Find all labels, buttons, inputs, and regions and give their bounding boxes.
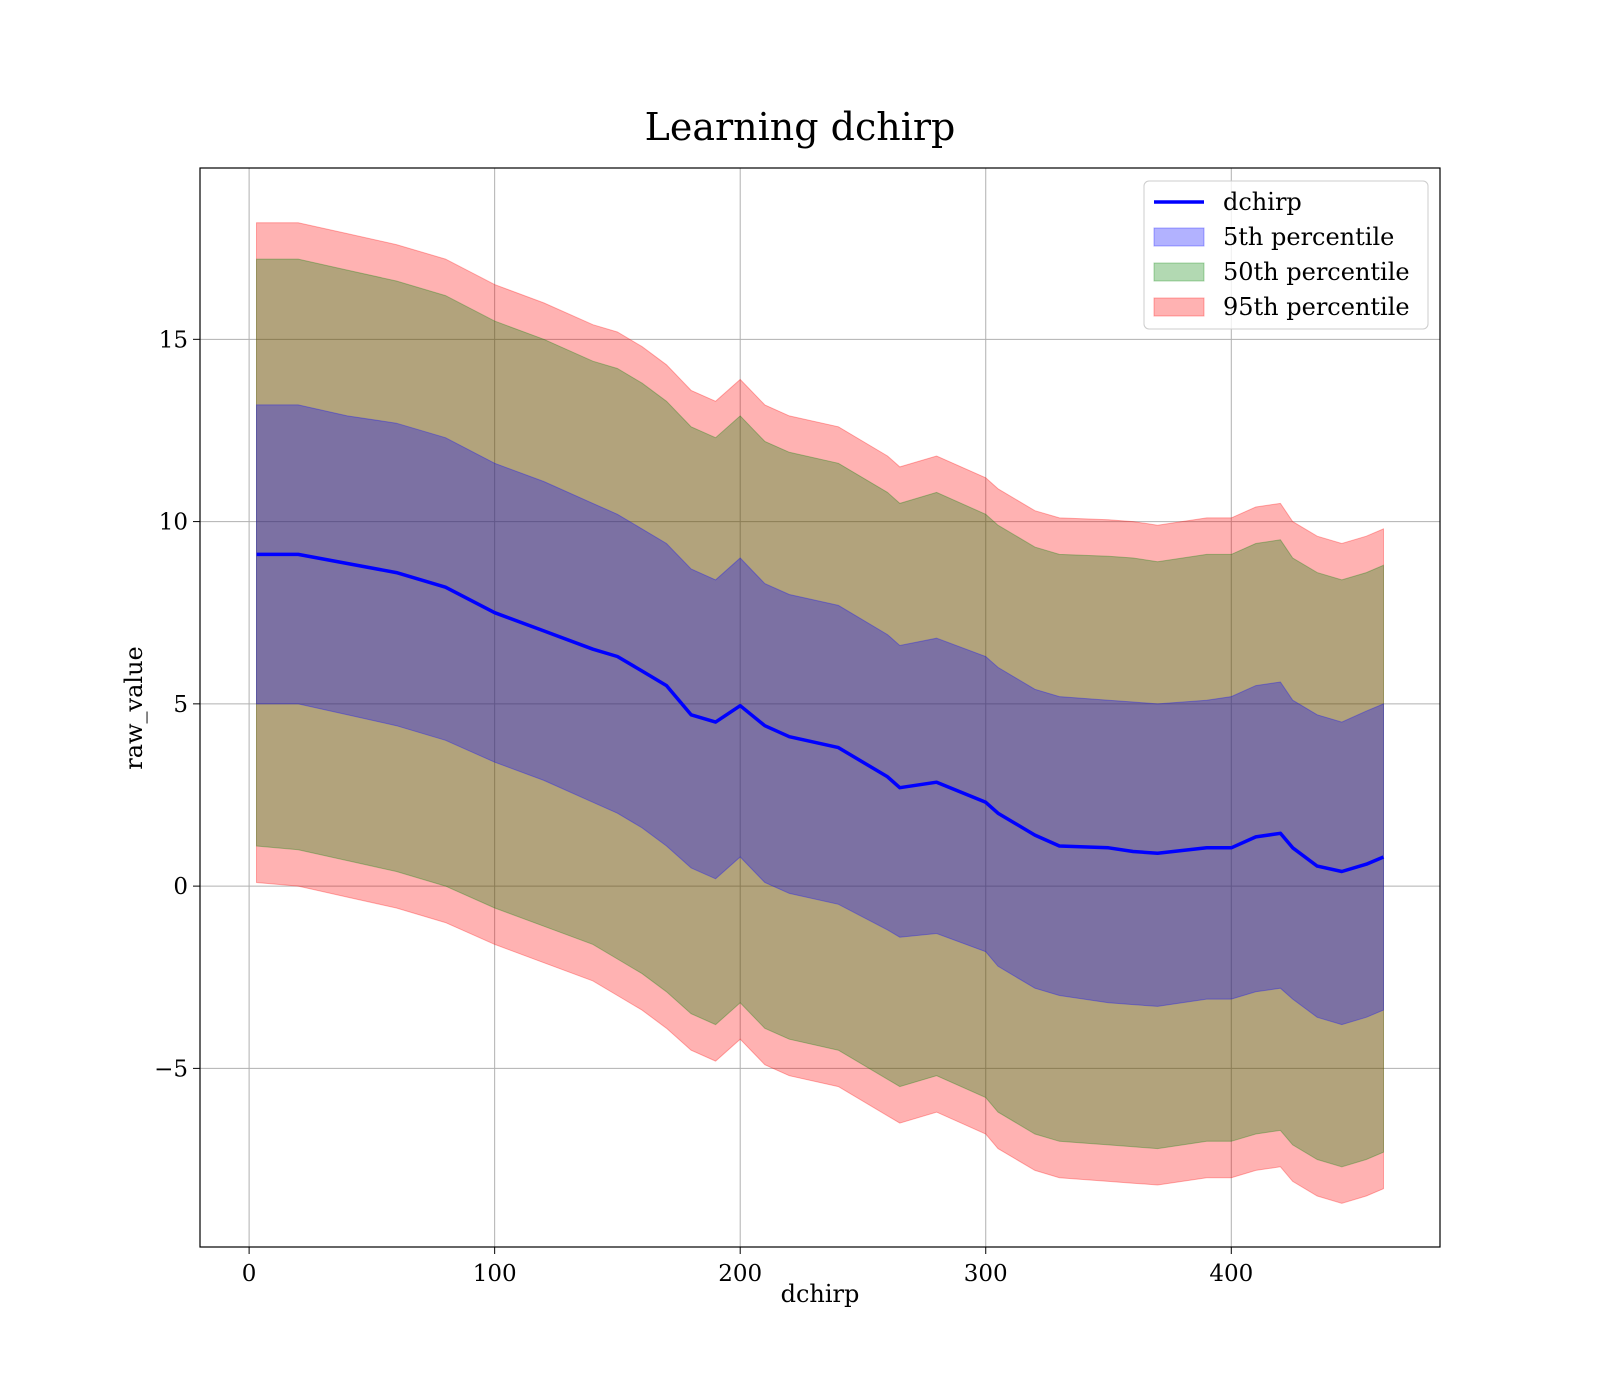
- y-tick-label: −5: [154, 1056, 188, 1082]
- x-tick-label: 100: [473, 1261, 517, 1287]
- legend-label: 5th percentile: [1223, 223, 1394, 251]
- legend-label: 50th percentile: [1223, 258, 1410, 286]
- x-tick-label: 0: [242, 1261, 257, 1287]
- chart-title: Learning dchirp: [645, 105, 956, 149]
- legend-label: 95th percentile: [1223, 293, 1410, 321]
- legend-swatch-band: [1153, 262, 1205, 282]
- legend: dchirp 5th percentile 50th percentile 95th …: [1143, 180, 1429, 330]
- band-95th-percentile: [256, 222, 1384, 1204]
- percentile-bands: [256, 222, 1384, 1204]
- x-axis-label: dchirp: [781, 1280, 860, 1308]
- data-lines: [256, 552, 1385, 874]
- x-tick-label: 200: [718, 1261, 762, 1287]
- x-tick-label: 300: [964, 1261, 1008, 1287]
- axis-ticks: 0 100 200 300 400 −5 0 5 10 15: [154, 327, 1253, 1287]
- legend-swatch-band: [1153, 227, 1205, 247]
- band-5th-percentile: [256, 404, 1384, 1026]
- band-50th-percentile: [256, 258, 1384, 1168]
- plot-frame: [199, 167, 1441, 1248]
- y-tick-label: 5: [173, 692, 188, 718]
- y-axis-label: raw_value: [120, 646, 148, 770]
- legend-box: [1143, 180, 1429, 330]
- legend-label: dchirp: [1223, 188, 1302, 216]
- grid: [200, 168, 1440, 1247]
- y-tick-label: 15: [159, 327, 188, 353]
- legend-swatch-band: [1153, 297, 1205, 317]
- series-line-dchirp: [256, 552, 1385, 874]
- y-tick-label: 0: [173, 874, 188, 900]
- y-tick-label: 10: [159, 510, 188, 536]
- x-tick-label: 400: [1209, 1261, 1253, 1287]
